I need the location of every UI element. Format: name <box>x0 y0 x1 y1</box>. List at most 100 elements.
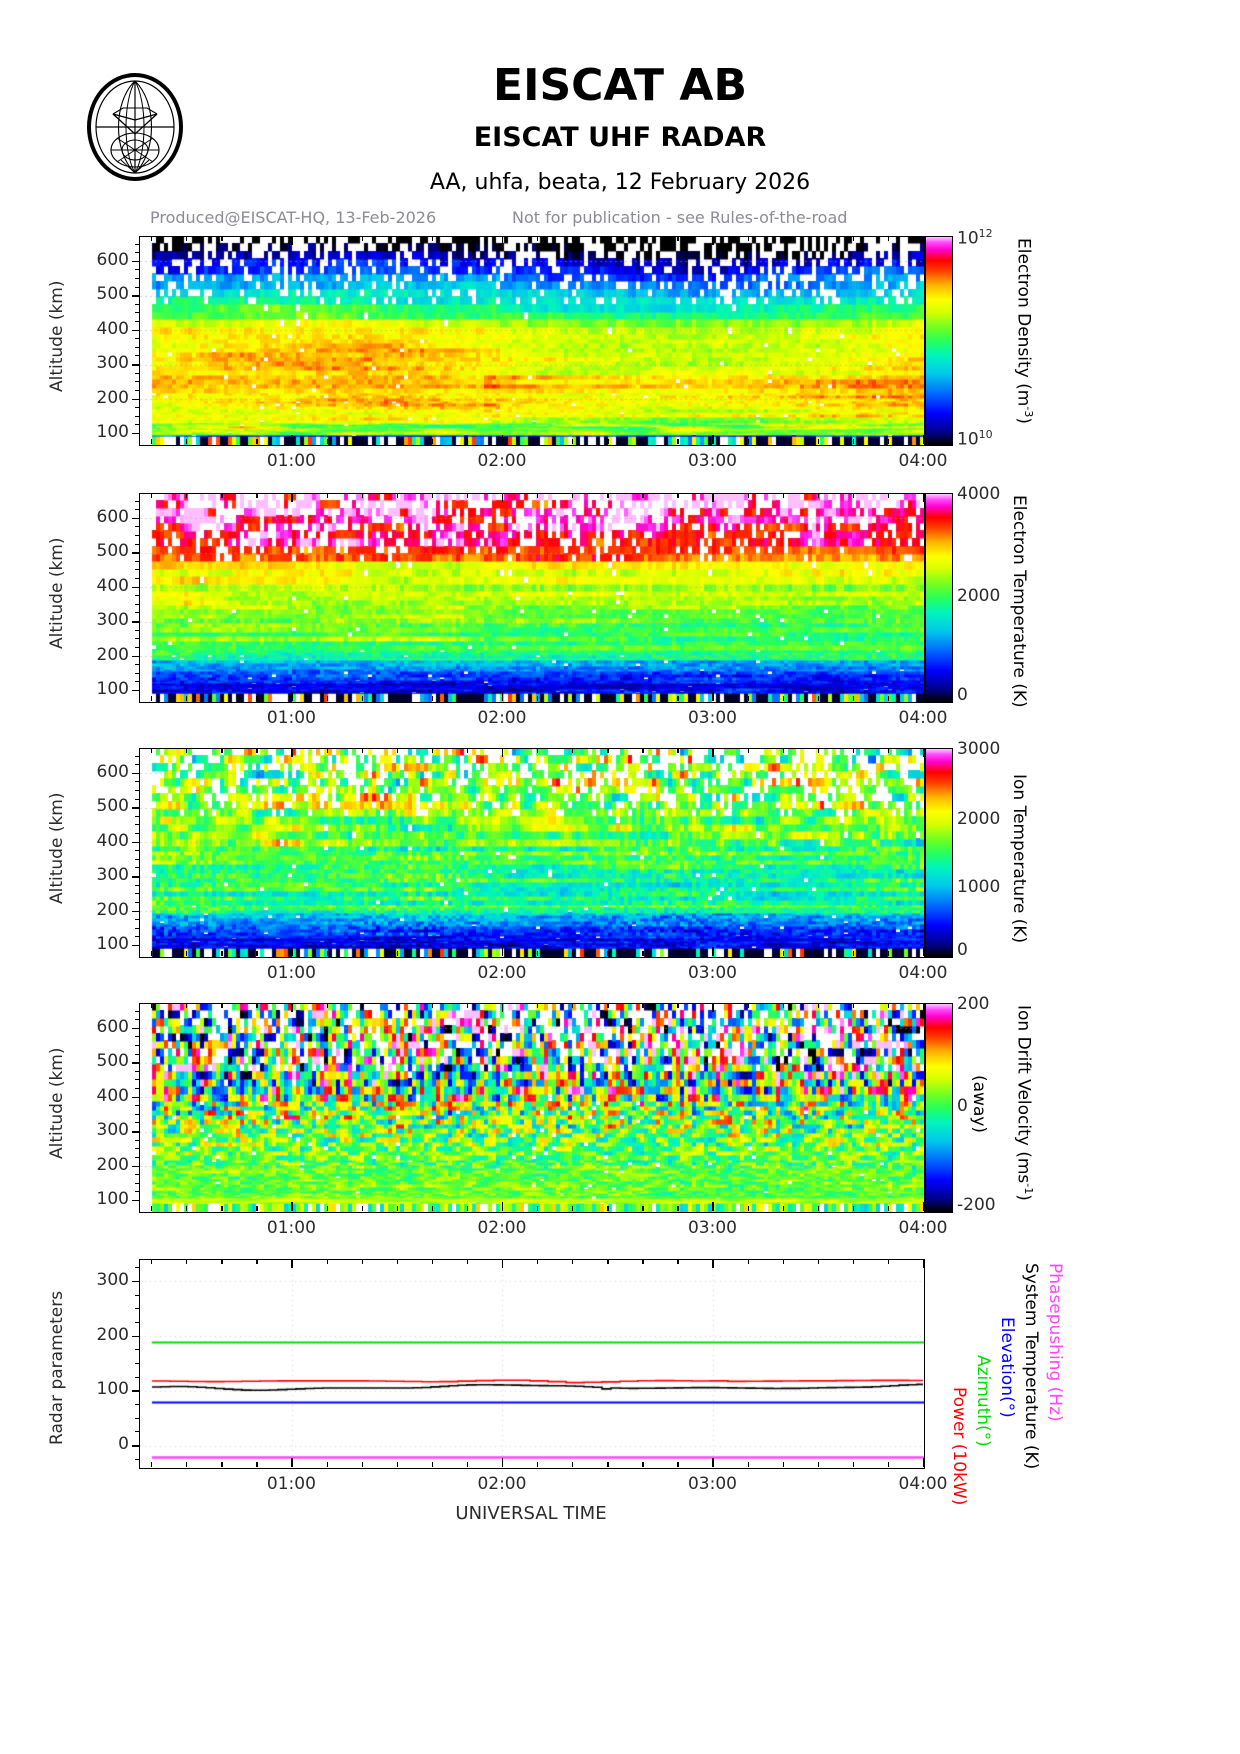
ytick-electron-density-500: 500 <box>96 284 129 305</box>
xtickmark-top <box>607 1003 609 1008</box>
colorbar-label-ion-temperature-mid2: 1000 <box>957 877 1001 898</box>
xtickmark <box>607 439 609 444</box>
xtickmark <box>361 439 363 444</box>
ytick-electron-density-400: 400 <box>96 318 129 339</box>
ytick-radar-300: 300 <box>96 1269 129 1290</box>
xtickmark-top <box>361 236 363 241</box>
xtickmark-top <box>431 1259 434 1264</box>
xtickmark <box>291 947 293 956</box>
ytickmark-minor <box>135 543 140 545</box>
xtickmark-top <box>396 236 398 241</box>
ytickmark-minor <box>135 1335 140 1337</box>
xtickmark-top <box>677 1259 679 1264</box>
xtickmark-top <box>291 1003 293 1012</box>
yaxis-title-electron-temperature: Altitude (km) <box>47 537 67 649</box>
ytick-ion-temperature-100: 100 <box>96 933 129 954</box>
xtickmark-top <box>396 748 398 753</box>
xtickmark-top <box>677 748 679 753</box>
xtickmark-top <box>607 236 609 241</box>
ytick-electron-temperature-500: 500 <box>96 541 129 562</box>
xtickmark <box>221 439 223 444</box>
colorbar-title-ion-temperature: Ion Temperature (K) <box>1009 774 1029 944</box>
ytick-ion-temperature-400: 400 <box>96 830 129 851</box>
xtickmark-top <box>221 748 223 753</box>
ytick-ion-temperature-200: 200 <box>96 899 129 920</box>
xtick-electron-temperature-04:00: 04:00 <box>898 708 948 728</box>
xtickmark <box>431 1206 434 1211</box>
xtickmark-top <box>151 236 153 241</box>
xtickmark-top <box>361 493 363 498</box>
legend-label-elevation: Elevation(°) <box>997 1317 1017 1418</box>
xtickmark-top <box>326 236 328 241</box>
xtickmark-top <box>572 748 574 753</box>
xtickmark <box>782 1462 784 1467</box>
ytickmark-minor <box>135 1417 140 1419</box>
xtickmark-top <box>186 236 188 241</box>
ytickmark-minor <box>135 858 140 860</box>
xtickmark-top <box>396 1003 398 1008</box>
ytickmark-minor <box>135 646 140 648</box>
xtickmark <box>607 1206 609 1211</box>
xtickmark <box>747 1206 749 1211</box>
xtickmark-top <box>782 1003 784 1008</box>
xtickmark-top <box>923 1259 925 1268</box>
ytick-ion-temperature-300: 300 <box>96 865 129 886</box>
xtickmark <box>256 1206 258 1211</box>
ytickmark-minor <box>135 517 140 519</box>
ytickmark-minor <box>135 1294 140 1296</box>
ytickmark-minor <box>135 919 140 921</box>
colorbar-subtitle-ion-drift-velocity: (away) <box>969 1075 989 1134</box>
xtickmark-top <box>396 1259 398 1264</box>
xtickmark <box>361 696 363 701</box>
xtickmark-top <box>396 493 398 498</box>
ytickmark-minor <box>135 1053 140 1055</box>
xtickmark-top <box>431 493 434 498</box>
xtick-ion-temperature-03:00: 03:00 <box>687 963 737 983</box>
xtickmark-top <box>326 1259 328 1264</box>
xtickmark <box>361 1462 363 1467</box>
xtickmark-top <box>291 236 293 245</box>
ytickmark-minor <box>135 1182 140 1184</box>
xtickmark-top <box>642 236 644 241</box>
ytickmark-minor <box>135 1062 140 1064</box>
radar-parameters-canvas <box>140 1260 924 1468</box>
ytickmark-minor <box>135 1148 140 1150</box>
xtickmark <box>256 696 258 701</box>
xtickmark <box>256 1462 258 1467</box>
ytickmark-minor <box>135 355 140 357</box>
plot-area-electron-temperature <box>139 493 925 703</box>
ytickmark-minor <box>135 346 140 348</box>
xtickmark-top <box>501 1003 504 1012</box>
xtickmark <box>466 696 469 701</box>
xtick-ion-temperature-02:00: 02:00 <box>477 963 527 983</box>
ytick-ion-drift-velocity-200: 200 <box>96 1154 129 1175</box>
xtickmark <box>151 1206 153 1211</box>
xtickmark-top <box>887 493 890 498</box>
ytickmark-minor <box>135 432 140 434</box>
xtickmark <box>291 1458 293 1467</box>
xtickmark <box>291 692 293 701</box>
colorbar-ion-temperature <box>925 748 953 958</box>
xtickmark <box>396 1206 398 1211</box>
xtickmark-top <box>221 236 223 241</box>
xtick-electron-density-01:00: 01:00 <box>266 451 316 471</box>
ytickmark-minor <box>135 278 140 279</box>
xtickmark <box>501 1202 504 1211</box>
xtickmark-top <box>817 1259 820 1264</box>
xtickmark-top <box>677 236 679 241</box>
xtick-ion-drift-velocity-03:00: 03:00 <box>687 1218 737 1238</box>
xtickmark-top <box>186 1259 188 1264</box>
ytickmark-minor <box>135 364 140 366</box>
ytick-radar-100: 100 <box>96 1379 129 1400</box>
xtickmark-top <box>572 236 574 241</box>
ytickmark-minor <box>135 500 140 502</box>
ytickmark-minor <box>135 781 140 783</box>
xtickmark-top <box>607 1259 609 1264</box>
xtickmark-top <box>817 493 820 498</box>
ytickmark-minor <box>135 286 140 288</box>
xtickmark-top <box>256 748 258 753</box>
yaxis-title-ion-temperature: Altitude (km) <box>47 792 67 904</box>
xtickmark <box>361 1206 363 1211</box>
xtickmark-top <box>361 748 363 753</box>
ytickmark-minor <box>135 1445 140 1447</box>
